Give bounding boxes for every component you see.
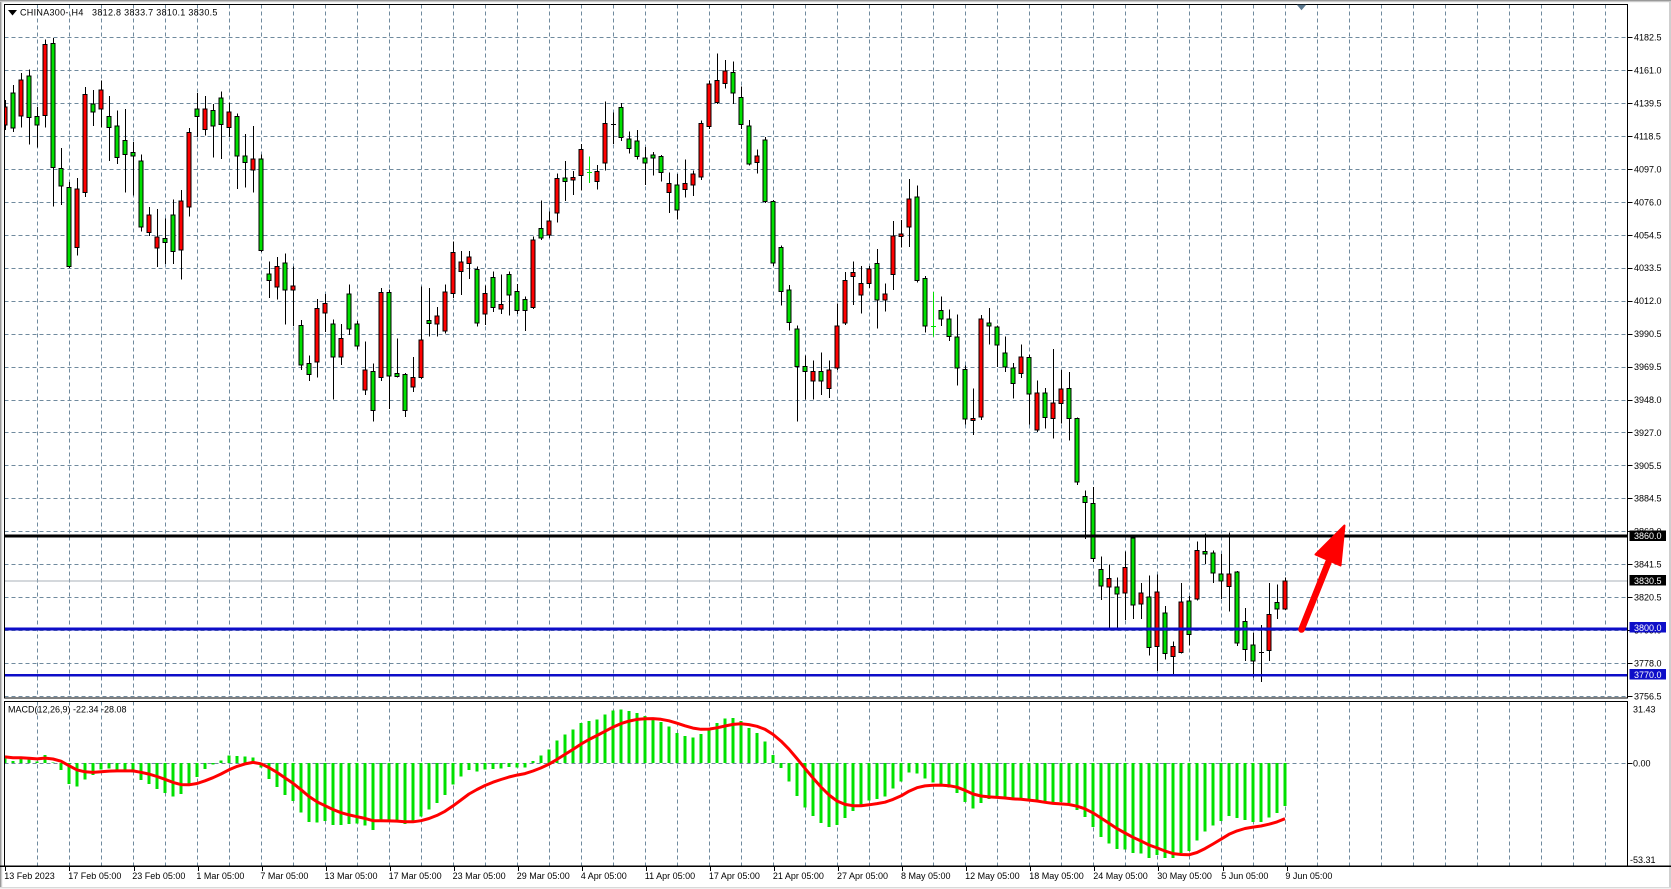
svg-text:30 May 05:00: 30 May 05:00 — [1157, 871, 1212, 881]
svg-text:24 May 05:00: 24 May 05:00 — [1093, 871, 1148, 881]
svg-text:18 May 05:00: 18 May 05:00 — [1029, 871, 1084, 881]
svg-text:3841.5: 3841.5 — [1634, 560, 1662, 570]
svg-text:3820.5: 3820.5 — [1634, 593, 1662, 603]
svg-text:5 Jun 05:00: 5 Jun 05:00 — [1221, 871, 1268, 881]
svg-text:CHINA300-,H4 3812.8 3833.7 3: CHINA300-,H4 3812.8 3833.7 3810.1 3830.5 — [20, 7, 218, 17]
svg-text:3927.0: 3927.0 — [1634, 428, 1662, 438]
svg-text:3905.5: 3905.5 — [1634, 461, 1662, 471]
svg-text:3948.0: 3948.0 — [1634, 395, 1662, 405]
svg-text:3860.0: 3860.0 — [1634, 531, 1662, 541]
svg-text:4033.5: 4033.5 — [1634, 263, 1662, 273]
svg-text:-53.31: -53.31 — [1630, 855, 1656, 865]
svg-text:23 Mar 05:00: 23 Mar 05:00 — [453, 871, 506, 881]
svg-text:4161.0: 4161.0 — [1634, 66, 1662, 76]
svg-text:23 Feb 05:00: 23 Feb 05:00 — [132, 871, 185, 881]
svg-text:3830.5: 3830.5 — [1634, 576, 1662, 586]
svg-text:9 Jun 05:00: 9 Jun 05:00 — [1285, 871, 1332, 881]
svg-text:3756.5: 3756.5 — [1634, 691, 1662, 701]
svg-text:17 Feb 05:00: 17 Feb 05:00 — [68, 871, 121, 881]
svg-text:4076.0: 4076.0 — [1634, 197, 1662, 207]
svg-text:3884.5: 3884.5 — [1634, 494, 1662, 504]
svg-text:17 Apr 05:00: 17 Apr 05:00 — [709, 871, 760, 881]
svg-text:4012.0: 4012.0 — [1634, 296, 1662, 306]
svg-text:4097.0: 4097.0 — [1634, 164, 1662, 174]
svg-text:11 Apr 05:00: 11 Apr 05:00 — [645, 871, 695, 881]
svg-text:4139.5: 4139.5 — [1634, 99, 1662, 109]
svg-text:MACD(12,26,9) -22.34 -28.08: MACD(12,26,9) -22.34 -28.08 — [8, 705, 127, 715]
svg-text:27 Apr 05:00: 27 Apr 05:00 — [837, 871, 888, 881]
svg-text:17 Mar 05:00: 17 Mar 05:00 — [389, 871, 442, 881]
svg-text:4118.5: 4118.5 — [1634, 132, 1661, 142]
svg-text:8 May 05:00: 8 May 05:00 — [901, 871, 951, 881]
svg-text:3990.5: 3990.5 — [1634, 329, 1662, 339]
svg-text:3969.5: 3969.5 — [1634, 362, 1662, 372]
svg-text:1 Mar 05:00: 1 Mar 05:00 — [196, 871, 244, 881]
svg-text:7 Mar 05:00: 7 Mar 05:00 — [260, 871, 308, 881]
svg-text:29 Mar 05:00: 29 Mar 05:00 — [517, 871, 570, 881]
svg-text:12 May 05:00: 12 May 05:00 — [965, 871, 1020, 881]
svg-text:13 Feb 2023: 13 Feb 2023 — [4, 871, 55, 881]
svg-text:21 Apr 05:00: 21 Apr 05:00 — [773, 871, 824, 881]
svg-text:4 Apr 05:00: 4 Apr 05:00 — [581, 871, 627, 881]
svg-text:3770.0: 3770.0 — [1634, 670, 1662, 680]
svg-text:3800.0: 3800.0 — [1634, 623, 1662, 633]
svg-text:4054.5: 4054.5 — [1634, 230, 1662, 240]
svg-text:0.00: 0.00 — [1633, 758, 1651, 768]
svg-text:31.43: 31.43 — [1633, 705, 1656, 715]
svg-text:13 Mar 05:00: 13 Mar 05:00 — [325, 871, 378, 881]
svg-text:4182.5: 4182.5 — [1634, 33, 1662, 43]
svg-text:3778.0: 3778.0 — [1634, 658, 1662, 668]
